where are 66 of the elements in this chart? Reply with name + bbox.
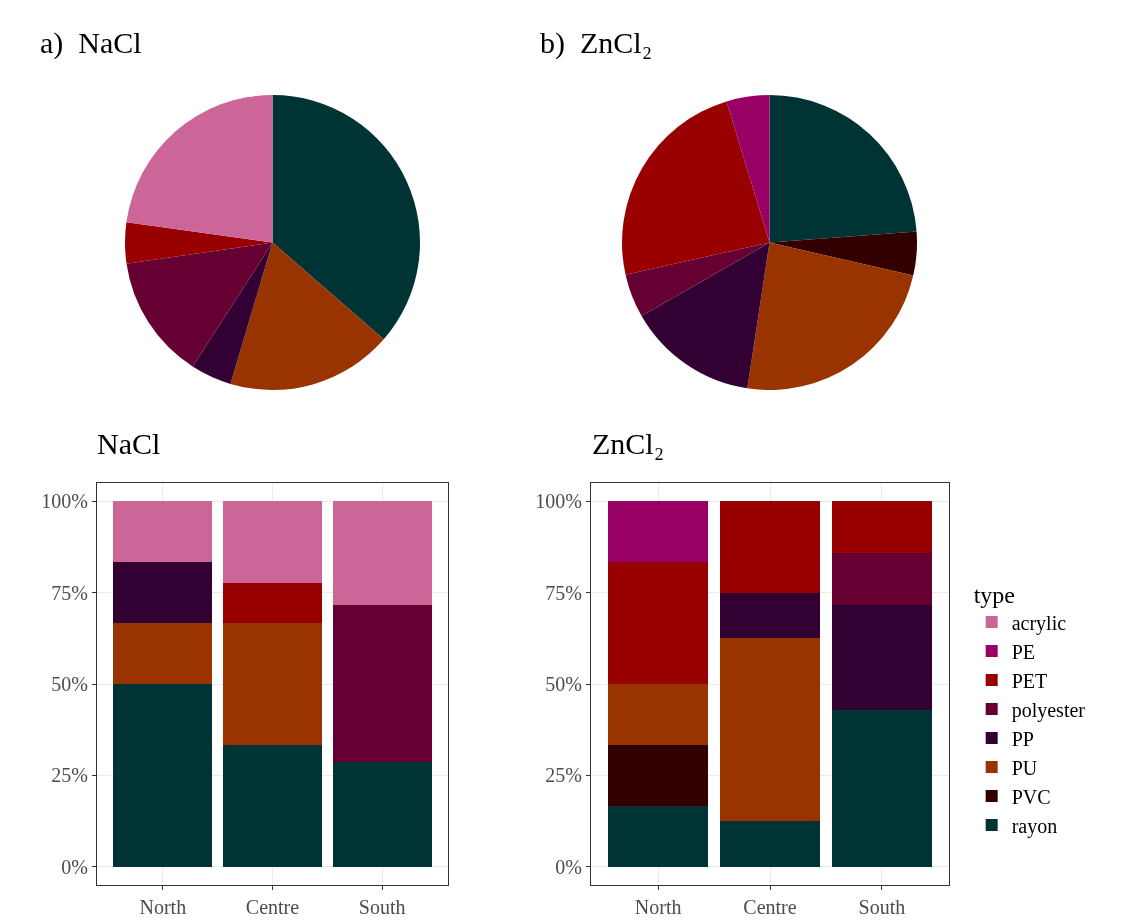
bar <box>607 561 709 684</box>
y-tick-label: 75% <box>51 581 88 604</box>
pie-slice <box>192 242 273 384</box>
pie-slice <box>769 231 917 276</box>
bar <box>831 605 933 710</box>
bar <box>831 553 933 606</box>
bar <box>607 805 709 867</box>
bar <box>831 501 933 554</box>
chart-title: b) ZnCl₂ <box>540 26 653 60</box>
chart-title: NaCl <box>97 427 161 460</box>
pie-slice <box>622 101 770 275</box>
legend-label: rayon <box>1011 814 1058 838</box>
legend-title: type <box>973 581 1016 608</box>
bar <box>223 501 322 583</box>
legend-label: PET <box>1011 669 1048 692</box>
legend-label: PE <box>1011 640 1036 663</box>
chart-title: ZnCl₂ <box>592 427 665 460</box>
legend-label: PP <box>1011 727 1034 750</box>
bar <box>113 622 213 684</box>
x-tick-label: North <box>634 896 682 918</box>
bar <box>607 744 709 806</box>
x-tick-label: North <box>139 896 187 918</box>
y-tick-label: 50% <box>545 673 582 695</box>
bar <box>719 638 821 822</box>
bar <box>607 501 709 562</box>
bar <box>223 623 322 746</box>
legend-label: PVC <box>1011 785 1051 808</box>
pie-slice <box>747 242 914 390</box>
bar <box>113 684 213 867</box>
y-tick-label: 50% <box>51 673 88 695</box>
bar <box>719 821 821 867</box>
y-tick-label: 0% <box>555 855 582 878</box>
pie-slice <box>625 242 770 316</box>
pie-slice <box>126 95 273 243</box>
y-tick-label: 0% <box>61 855 88 878</box>
bar <box>719 501 821 593</box>
pie-slice <box>272 95 420 340</box>
chart-title: a) NaCl <box>40 26 142 60</box>
bar <box>113 561 213 623</box>
pie-slice <box>726 95 770 243</box>
bar <box>113 501 213 562</box>
x-tick-label: Centre <box>743 896 797 918</box>
legend-label: polyester <box>1011 698 1086 722</box>
legend-label: PU <box>1011 756 1038 779</box>
pie-slice <box>769 95 917 243</box>
pie-slice <box>125 222 273 264</box>
y-tick-label: 100% <box>535 490 582 513</box>
bar <box>332 605 432 763</box>
pie-slice <box>126 242 273 367</box>
bar <box>719 592 821 639</box>
bar <box>831 709 933 867</box>
bar <box>223 582 322 624</box>
bar <box>223 745 322 867</box>
y-tick-label: 25% <box>545 764 582 787</box>
legend-label: acrylic <box>1011 611 1067 635</box>
x-tick-label: South <box>858 896 906 918</box>
bar <box>332 501 432 606</box>
y-tick-label: 100% <box>41 490 88 513</box>
pie-slice <box>230 242 384 390</box>
y-tick-label: 25% <box>51 764 88 787</box>
x-tick-label: Centre <box>245 896 300 918</box>
bar <box>332 762 432 867</box>
y-tick-label: 75% <box>545 581 582 604</box>
x-tick-label: South <box>358 896 406 918</box>
pie-slice <box>641 242 770 389</box>
bar <box>607 683 709 745</box>
